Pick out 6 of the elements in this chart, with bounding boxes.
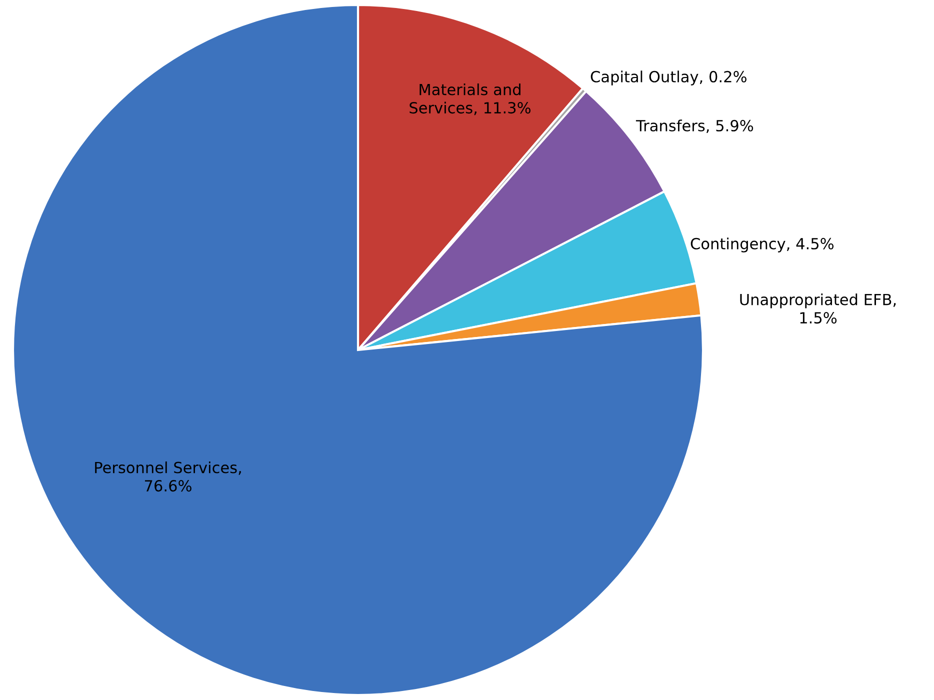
slice-label: Contingency, 4.5%: [690, 238, 834, 252]
slice-label: Personnel Services, 76.6%: [95, 461, 241, 492]
slice-label: Unappropriated EFB, 1.5%: [740, 293, 896, 324]
slice-label: Transfers, 5.9%: [636, 120, 754, 133]
slice-label: Materials and Services, 11.3%: [410, 83, 530, 116]
slice-label: Capital Outlay, 0.2%: [590, 70, 746, 86]
